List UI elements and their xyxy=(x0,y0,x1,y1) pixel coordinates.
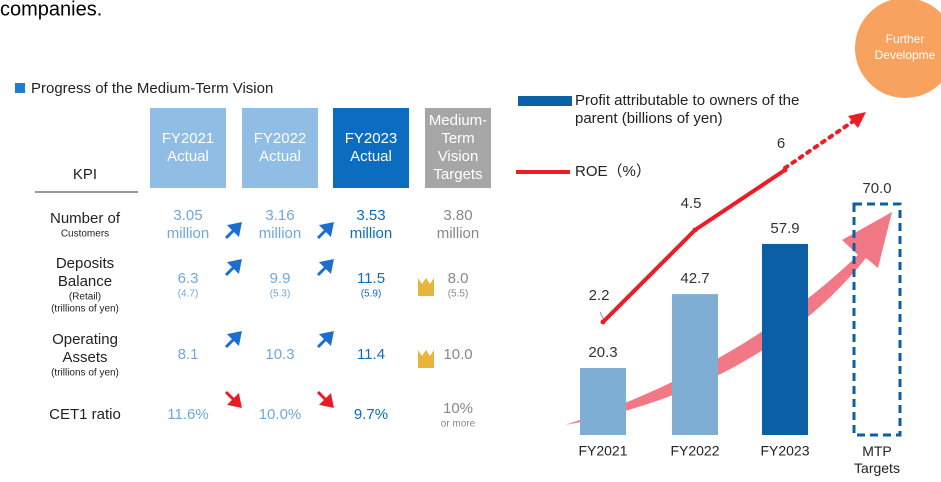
x-tick-label: FY2022 xyxy=(670,443,719,459)
cell-text: 11.6% xyxy=(167,406,208,423)
cell-text: million xyxy=(437,225,480,242)
legend-text: Profit attributable to owners of the par… xyxy=(575,92,815,128)
cell-text: Balance xyxy=(58,273,112,290)
legend-swatch xyxy=(518,96,572,106)
cell-text: 6.3 xyxy=(178,270,199,287)
cell-text: Operating xyxy=(52,331,118,348)
roe-point xyxy=(601,320,606,325)
cell-text: Assets xyxy=(62,349,107,366)
roe-point xyxy=(693,228,698,233)
x-tick-label: FY2023 xyxy=(760,443,809,459)
bar xyxy=(580,368,626,435)
cell-text: Vision xyxy=(438,148,479,165)
cell-text: FY2021 xyxy=(162,130,215,147)
cell-text: 10.3 xyxy=(265,346,294,363)
cell-text: 9.9 xyxy=(270,270,291,287)
cell-text: 8.0 xyxy=(448,270,469,287)
value-label: 2.2 xyxy=(589,287,610,304)
cell-text: (4.7) xyxy=(178,289,199,300)
cell-text: CET1 ratio xyxy=(49,406,121,423)
header-text: companies. xyxy=(0,0,102,20)
cell-text: Number of xyxy=(50,210,121,227)
cell-text: Developme xyxy=(875,48,936,62)
legend-text: ROE（%） xyxy=(575,163,695,181)
cell-text: 11.5 xyxy=(357,270,385,287)
bar xyxy=(762,244,808,435)
value-label: 20.3 xyxy=(588,344,617,361)
cell-text: (5.3) xyxy=(270,289,291,300)
cell-text: 9.7% xyxy=(354,406,388,423)
crowns xyxy=(418,278,434,368)
cell-text: Customers xyxy=(61,229,109,240)
value-label: 4.5 xyxy=(681,195,702,212)
cell-text: KPI xyxy=(73,166,97,183)
cell-text: Further xyxy=(886,32,925,46)
cell-text: 3.80 xyxy=(443,207,472,224)
cell-text: 8.1 xyxy=(178,346,199,363)
cell-text: Medium- xyxy=(429,112,487,129)
cell-text: million xyxy=(167,225,210,242)
cell-text: Deposits xyxy=(56,255,114,272)
slide: companies. Progress of the Medium-Term V… xyxy=(0,0,941,482)
roe-arrowhead xyxy=(848,112,866,128)
cell-text: (5.5) xyxy=(448,289,469,300)
cell-text: 11.4 xyxy=(357,346,385,363)
cell-text: Actual xyxy=(167,148,209,165)
cell-text: 3.16 xyxy=(265,207,294,224)
cell-text: 10.0 xyxy=(443,346,472,363)
value-label: 6 xyxy=(777,135,785,152)
cell-text: 3.53 xyxy=(356,207,385,224)
cell-text: Actual xyxy=(259,148,301,165)
down-arrows xyxy=(226,392,332,406)
cell-text: 10% xyxy=(443,400,473,417)
cell-text: Targets xyxy=(433,166,482,183)
cell-text: million xyxy=(259,225,302,242)
cell-text: (Retail) xyxy=(69,292,101,303)
x-tick-label: FY2021 xyxy=(578,443,627,459)
cell-text: FY2022 xyxy=(254,130,307,147)
bar xyxy=(672,294,718,435)
roe-point xyxy=(783,168,788,173)
cell-text: million xyxy=(350,225,393,242)
cell-text: 10.0% xyxy=(259,406,302,423)
value-label: 42.7 xyxy=(680,270,709,287)
cell-text: FY2023 xyxy=(345,130,398,147)
cell-text: (trillions of yen) xyxy=(51,304,119,315)
value-label: 70.0 xyxy=(862,180,891,197)
canvas: companies. Progress of the Medium-Term V… xyxy=(0,0,941,482)
value-label: 57.9 xyxy=(770,220,799,237)
section-title: Progress of the Medium-Term Vision xyxy=(31,80,273,97)
cell-text: Actual xyxy=(350,148,392,165)
cell-text: (5.9) xyxy=(361,289,382,300)
cell-text: Term xyxy=(441,130,474,147)
cell-text: 3.05 xyxy=(173,207,202,224)
cell-text: (trillions of yen) xyxy=(51,368,119,379)
bullet xyxy=(15,83,25,93)
cell-text: or more xyxy=(441,419,476,430)
